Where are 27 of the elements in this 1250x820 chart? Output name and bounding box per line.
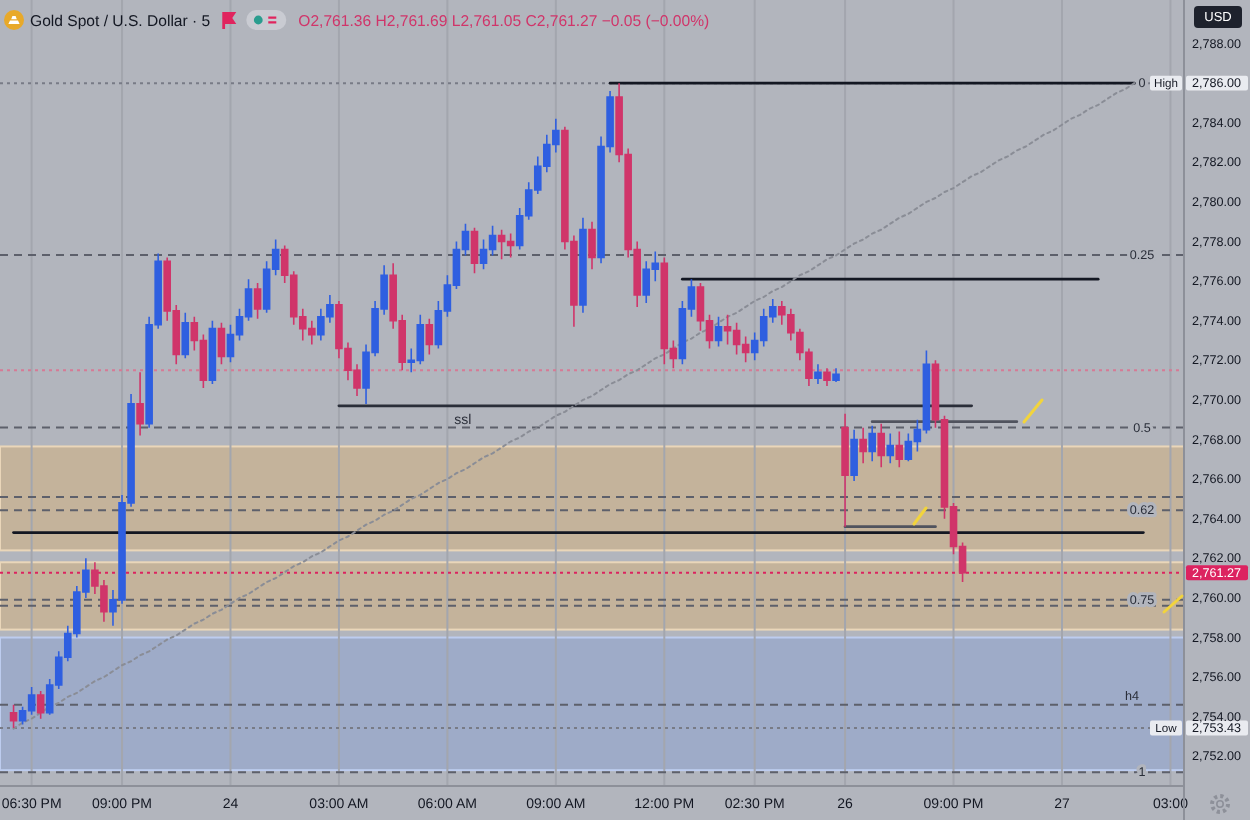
- candlestick: [217, 321, 226, 366]
- candlestick: [470, 226, 479, 275]
- candlestick: [814, 363, 822, 385]
- candlestick: [714, 315, 723, 348]
- candlestick: [859, 426, 867, 465]
- candlestick: [208, 319, 217, 385]
- candlestick: [497, 228, 506, 261]
- candlestick: [660, 256, 669, 366]
- candlestick: [506, 232, 515, 259]
- candlestick: [832, 367, 840, 383]
- candlestick: [36, 690, 45, 720]
- candlestick: [732, 321, 741, 356]
- candlestick: [895, 430, 904, 469]
- candlestick: [9, 704, 18, 729]
- candlestick: [877, 422, 886, 469]
- candlestick: [723, 314, 732, 346]
- candlestick: [181, 312, 190, 360]
- candlestick: [823, 367, 831, 387]
- candlestick: [841, 412, 849, 528]
- candlestick: [850, 428, 858, 482]
- candlestick: [253, 282, 262, 320]
- candlestick: [886, 432, 895, 465]
- candlestick: [868, 424, 876, 463]
- candlestick: [588, 220, 596, 271]
- candlestick: [136, 371, 144, 437]
- candlestick: [425, 317, 434, 356]
- candlestick: [579, 216, 587, 314]
